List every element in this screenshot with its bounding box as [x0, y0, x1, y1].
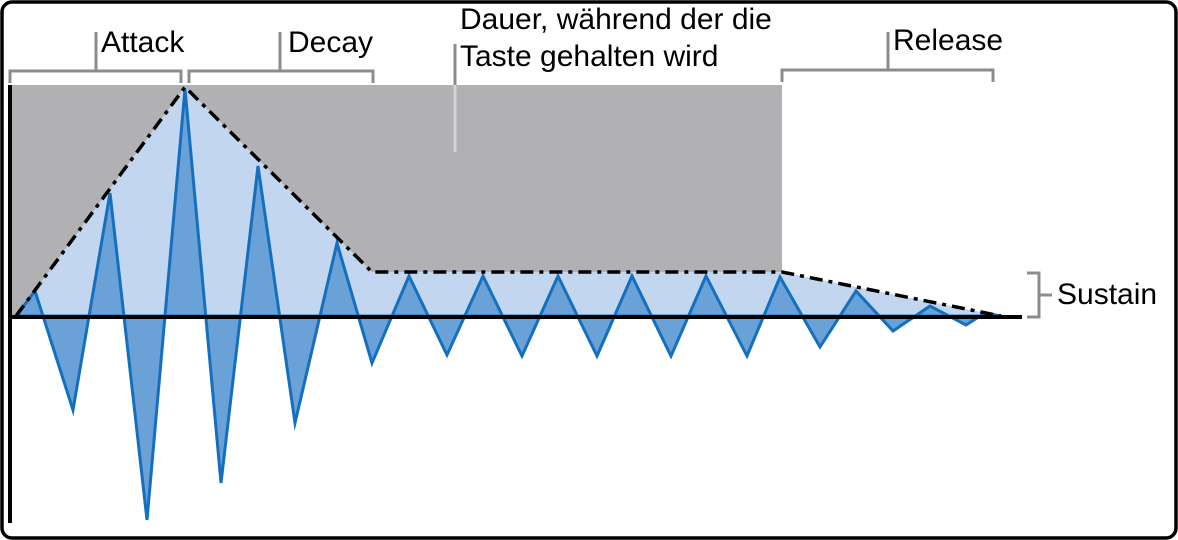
label-sustain: Sustain: [1057, 278, 1158, 311]
attack-bracket: [8, 32, 183, 83]
label-decay: Decay: [288, 26, 374, 59]
sustain-bracket: [1027, 271, 1052, 319]
label-hold-line2: Taste gehalten wird: [460, 40, 719, 73]
label-hold-line1: Dauer, während der die: [460, 3, 772, 36]
label-attack: Attack: [101, 26, 185, 59]
decay-bracket: [187, 32, 375, 83]
release-bracket: [780, 32, 995, 82]
label-release: Release: [893, 24, 1004, 57]
